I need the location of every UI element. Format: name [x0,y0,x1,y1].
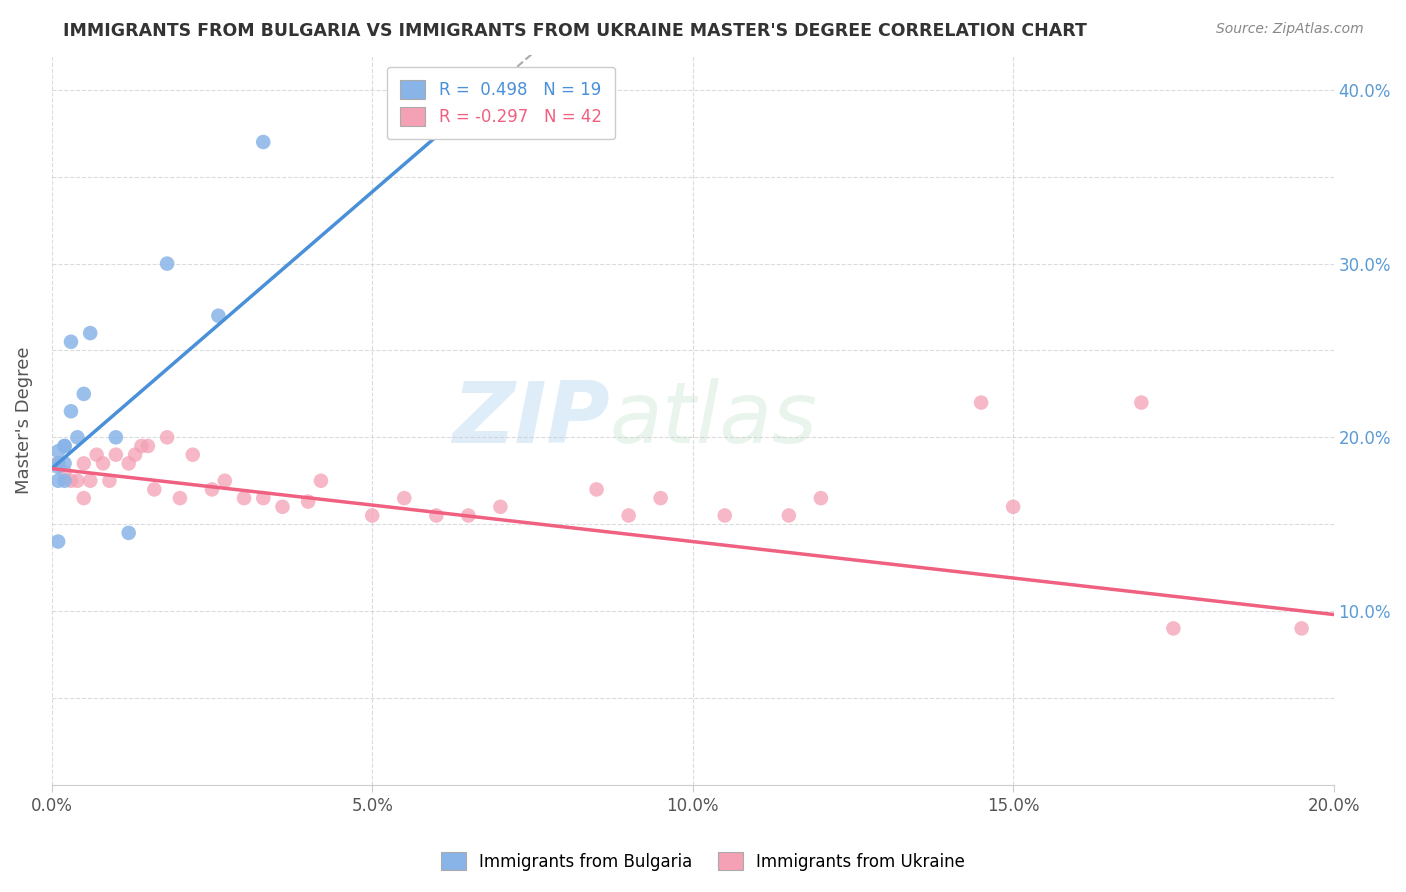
Point [207,309,229,323]
Point [1130,395,1153,409]
Point [66,474,89,488]
Legend: R =  0.498   N = 19, R = -0.297   N = 42: R = 0.498 N = 19, R = -0.297 N = 42 [387,67,614,139]
Point [53,465,76,479]
Point [86,448,108,462]
Point [46,534,69,549]
Point [309,474,332,488]
Point [457,508,479,523]
Point [214,474,236,488]
Point [617,508,640,523]
Point [46,456,69,470]
Point [124,448,146,462]
Point [53,439,76,453]
Point [810,491,832,505]
Point [297,494,319,508]
Point [169,491,191,505]
Point [73,456,96,470]
Point [1291,621,1313,635]
Point [104,448,127,462]
Text: ZIP: ZIP [451,378,609,461]
Point [46,474,69,488]
Point [53,456,76,470]
Point [970,395,993,409]
Point [585,483,607,497]
Point [252,135,274,149]
Point [252,491,274,505]
Point [143,483,166,497]
Point [1002,500,1025,514]
Text: IMMIGRANTS FROM BULGARIA VS IMMIGRANTS FROM UKRAINE MASTER'S DEGREE CORRELATION : IMMIGRANTS FROM BULGARIA VS IMMIGRANTS F… [63,22,1087,40]
Legend: Immigrants from Bulgaria, Immigrants from Ukraine: Immigrants from Bulgaria, Immigrants fro… [433,844,973,880]
Point [79,326,101,340]
Point [201,483,224,497]
Point [156,430,179,444]
Point [271,500,294,514]
Point [59,404,82,418]
Point [156,257,179,271]
Point [104,430,127,444]
Point [425,508,447,523]
Point [361,508,384,523]
Point [1163,621,1185,635]
Point [53,474,76,488]
Point [91,456,114,470]
Point [59,334,82,349]
Text: atlas: atlas [609,378,817,461]
Point [73,491,96,505]
Point [98,474,121,488]
Y-axis label: Master's Degree: Master's Degree [15,346,32,493]
Text: Source: ZipAtlas.com: Source: ZipAtlas.com [1216,22,1364,37]
Point [53,439,76,453]
Point [136,439,159,453]
Point [131,439,153,453]
Point [59,474,82,488]
Point [394,491,416,505]
Point [233,491,256,505]
Point [118,456,141,470]
Point [118,525,141,540]
Point [73,387,96,401]
Point [46,459,69,474]
Point [46,456,69,470]
Point [650,491,672,505]
Point [66,430,89,444]
Point [46,444,69,458]
Point [713,508,735,523]
Point [489,500,512,514]
Point [181,448,204,462]
Point [79,474,101,488]
Point [778,508,800,523]
